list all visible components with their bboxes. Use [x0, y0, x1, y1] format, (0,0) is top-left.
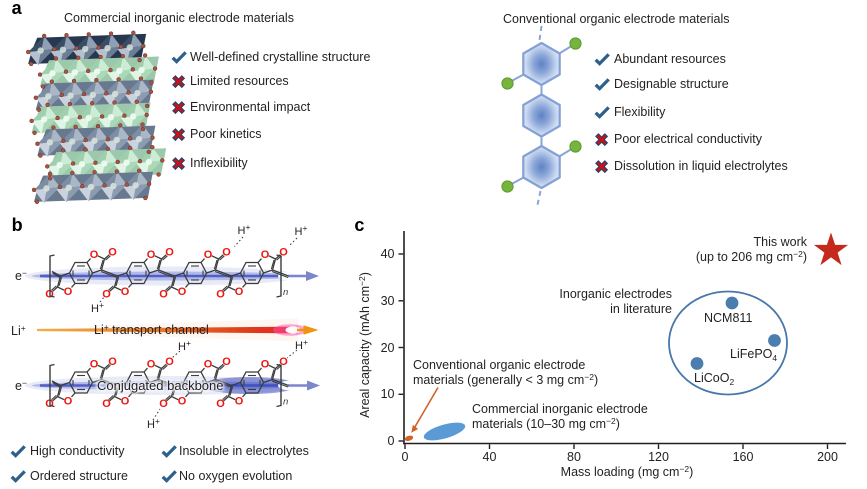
svg-text:O: O: [178, 396, 187, 408]
svg-text:O: O: [108, 356, 117, 368]
svg-text:O: O: [102, 398, 111, 410]
svg-text:O: O: [90, 359, 99, 371]
svg-text:O: O: [279, 356, 288, 368]
svg-text:O: O: [261, 249, 270, 261]
svg-text:O: O: [147, 359, 156, 371]
svg-text:O: O: [216, 398, 225, 410]
svg-text:O: O: [159, 289, 168, 301]
svg-text:O: O: [235, 286, 244, 298]
svg-text:O: O: [222, 356, 231, 368]
svg-text:O: O: [279, 247, 288, 259]
svg-text:O: O: [165, 247, 174, 259]
svg-text:O: O: [108, 247, 117, 259]
svg-text:O: O: [165, 356, 174, 368]
svg-text:O: O: [204, 359, 213, 371]
svg-text:O: O: [102, 289, 111, 301]
svg-text:O: O: [90, 249, 99, 261]
svg-text:O: O: [121, 286, 130, 298]
svg-text:O: O: [147, 249, 156, 261]
svg-text:n: n: [283, 397, 288, 408]
svg-text:O: O: [222, 247, 231, 259]
svg-text:O: O: [216, 289, 225, 301]
svg-text:O: O: [261, 359, 270, 371]
svg-text:O: O: [121, 396, 130, 408]
svg-text:O: O: [235, 396, 244, 408]
svg-text:O: O: [64, 286, 73, 298]
svg-text:O: O: [204, 249, 213, 261]
svg-text:n: n: [283, 287, 288, 298]
svg-text:O: O: [159, 398, 168, 410]
svg-text:O: O: [178, 286, 187, 298]
svg-text:O: O: [64, 396, 73, 408]
